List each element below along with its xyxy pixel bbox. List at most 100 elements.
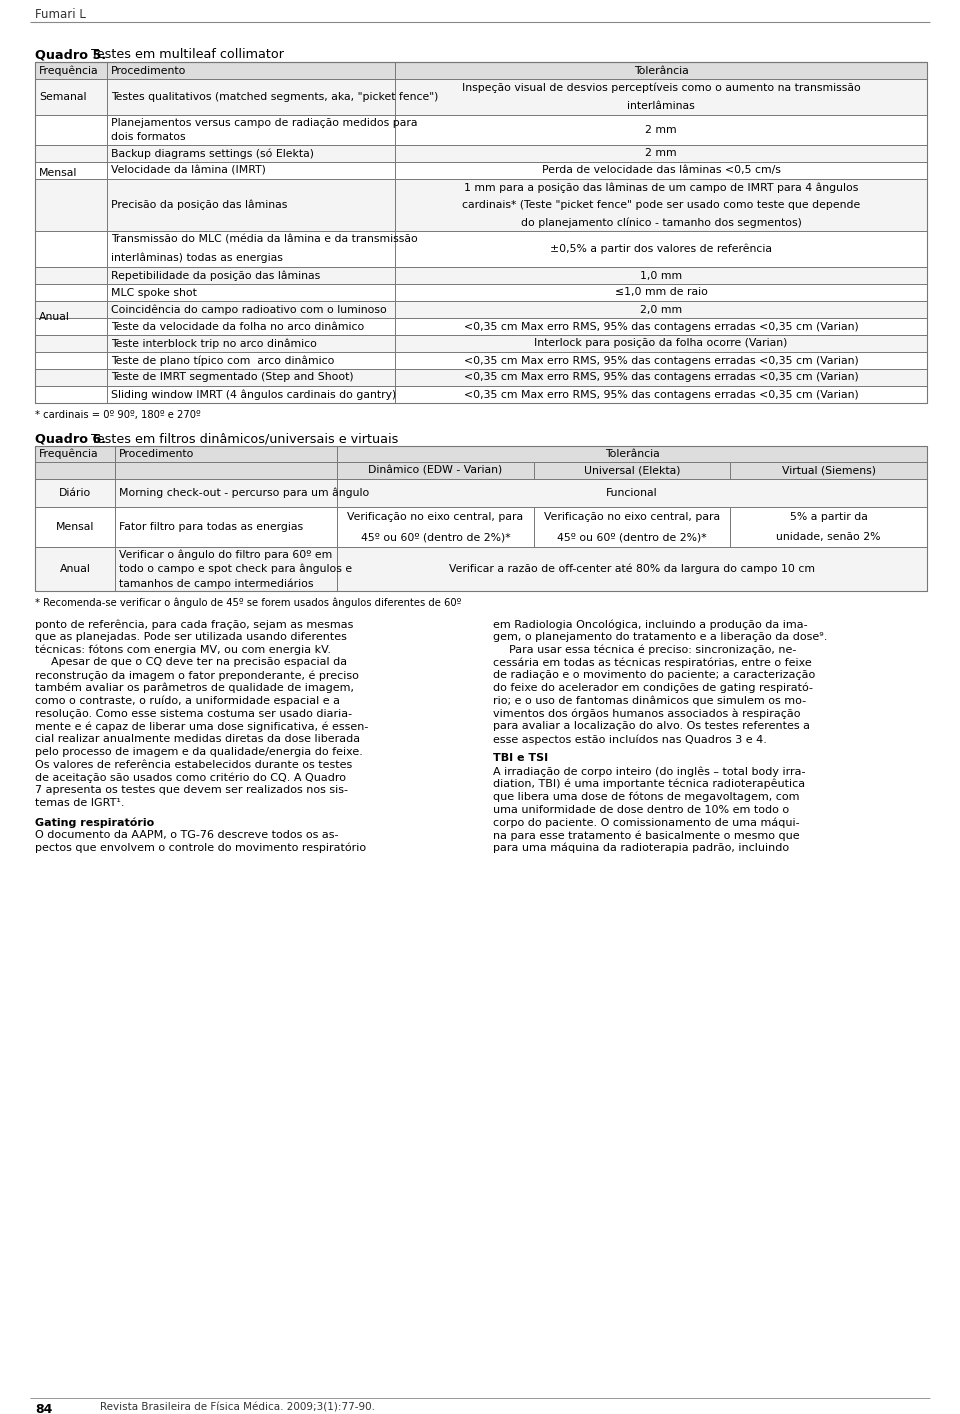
Text: Diário: Diário (59, 488, 91, 498)
Text: gem, o planejamento do tratamento e a liberação da dose⁹.: gem, o planejamento do tratamento e a li… (493, 632, 828, 642)
Text: para uma máquina da radioterapia padrão, incluindo: para uma máquina da radioterapia padrão,… (493, 843, 789, 854)
Text: também avaliar os parâmetros de qualidade de imagem,: também avaliar os parâmetros de qualidad… (35, 683, 354, 693)
Text: Tolerância: Tolerância (605, 450, 660, 460)
Text: Testes em filtros dinâmicos/universais e virtuais: Testes em filtros dinâmicos/universais e… (87, 433, 398, 445)
Text: que as planejadas. Pode ser utilizada usando diferentes: que as planejadas. Pode ser utilizada us… (35, 632, 347, 642)
Text: Os valores de referência estabelecidos durante os testes: Os valores de referência estabelecidos d… (35, 759, 352, 769)
Text: mente e é capaz de liberar uma dose significativa, é essen-: mente e é capaz de liberar uma dose sign… (35, 721, 369, 732)
Text: unidade, senão 2%: unidade, senão 2% (777, 532, 881, 542)
Text: pelo processo de imagem e da qualidade/energia do feixe.: pelo processo de imagem e da qualidade/e… (35, 747, 363, 756)
Text: do planejamento clínico - tamanho dos segmentos): do planejamento clínico - tamanho dos se… (520, 218, 802, 228)
Text: para avaliar a localização do alvo. Os testes referentes a: para avaliar a localização do alvo. Os t… (493, 721, 810, 731)
Text: Semanal: Semanal (39, 92, 86, 102)
Text: esse aspectos estão incluídos nas Quadros 3 e 4.: esse aspectos estão incluídos nas Quadro… (493, 734, 767, 745)
Text: O documento da AAPM, o TG-76 descreve todos os as-: O documento da AAPM, o TG-76 descreve to… (35, 830, 339, 840)
Bar (35, 115, 927, 146)
Text: uma uniformidade de dose dentro de 10% em todo o: uma uniformidade de dose dentro de 10% e… (493, 805, 789, 814)
Text: ≤1,0 mm de raio: ≤1,0 mm de raio (614, 287, 708, 297)
Text: Procedimento: Procedimento (119, 450, 194, 460)
Text: cardinais* (Teste "picket fence" pode ser usado como teste que depende: cardinais* (Teste "picket fence" pode se… (462, 199, 860, 211)
Text: na para esse tratamento é basicalmente o mesmo que: na para esse tratamento é basicalmente o… (493, 830, 800, 841)
Text: Quadro 5.: Quadro 5. (35, 48, 107, 61)
Text: MLC spoke shot: MLC spoke shot (111, 287, 197, 297)
Bar (35, 230, 927, 267)
Text: Precisão da posição das lâminas: Precisão da posição das lâminas (111, 199, 287, 211)
Text: em Radiologia Oncológica, incluindo a produção da ima-: em Radiologia Oncológica, incluindo a pr… (493, 619, 807, 629)
Text: Mensal: Mensal (56, 522, 94, 532)
Text: A irradiação de corpo inteiro (do inglês – total body irra-: A irradiação de corpo inteiro (do inglês… (493, 766, 805, 776)
Text: Teste de plano típico com  arco dinâmico: Teste de plano típico com arco dinâmico (111, 355, 334, 366)
Text: temas de IGRT¹.: temas de IGRT¹. (35, 797, 125, 809)
Text: dois formatos: dois formatos (111, 133, 185, 143)
Text: 45º ou 60º (dentro de 2%)*: 45º ou 60º (dentro de 2%)* (361, 532, 510, 542)
Text: * cardinais = 0º 90º, 180º e 270º: * cardinais = 0º 90º, 180º e 270º (35, 410, 201, 420)
Text: Teste da velocidade da folha no arco dinâmico: Teste da velocidade da folha no arco din… (111, 321, 364, 331)
Text: Apesar de que o CQ deve ter na precisão espacial da: Apesar de que o CQ deve ter na precisão … (51, 658, 348, 667)
Text: cessária em todas as técnicas respiratórias, entre o feixe: cessária em todas as técnicas respiratór… (493, 658, 812, 667)
Bar (35, 79, 927, 115)
Text: resolução. Como esse sistema costuma ser usado diaria-: resolução. Como esse sistema costuma ser… (35, 708, 352, 718)
Text: Testes em multileaf collimator: Testes em multileaf collimator (87, 48, 284, 61)
Text: Verificar o ângulo do filtro para 60º em: Verificar o ângulo do filtro para 60º em (119, 549, 332, 560)
Text: Gating respiratório: Gating respiratório (35, 817, 155, 829)
Bar (35, 146, 927, 163)
Text: Sliding window IMRT (4 ângulos cardinais do gantry): Sliding window IMRT (4 ângulos cardinais… (111, 389, 396, 400)
Text: 5% a partir da: 5% a partir da (790, 512, 868, 522)
Text: pectos que envolvem o controle do movimento respiratório: pectos que envolvem o controle do movime… (35, 843, 366, 854)
Text: Inspeção visual de desvios perceptíveis como o aumento na transmissão: Inspeção visual de desvios perceptíveis … (462, 83, 860, 93)
Bar (35, 445, 927, 591)
Text: Verificação no eixo central, para: Verificação no eixo central, para (348, 512, 523, 522)
Text: Repetibilidade da posição das lâminas: Repetibilidade da posição das lâminas (111, 270, 321, 281)
Bar (35, 163, 927, 180)
Text: <0,35 cm Max erro RMS, 95% das contagens erradas <0,35 cm (Varian): <0,35 cm Max erro RMS, 95% das contagens… (464, 321, 858, 331)
Text: técnicas: fótons com energia MV, ou com energia kV.: técnicas: fótons com energia MV, ou com … (35, 645, 331, 655)
Text: 2 mm: 2 mm (645, 124, 677, 134)
Bar (35, 369, 927, 386)
Text: Mensal: Mensal (39, 168, 78, 178)
Text: 84: 84 (35, 1403, 53, 1414)
Text: Revista Brasileira de Física Médica. 2009;3(1):77-90.: Revista Brasileira de Física Médica. 200… (100, 1403, 375, 1413)
Text: Teste de IMRT segmentado (Step and Shoot): Teste de IMRT segmentado (Step and Shoot… (111, 372, 353, 383)
Text: 1,0 mm: 1,0 mm (640, 270, 682, 280)
Text: Frequência: Frequência (39, 448, 99, 460)
Text: TBI e TSI: TBI e TSI (493, 754, 548, 764)
Text: Para usar essa técnica é preciso: sincronização, ne-: Para usar essa técnica é preciso: sincro… (509, 645, 797, 655)
Text: Transmissão do MLC (média da lâmina e da transmissão: Transmissão do MLC (média da lâmina e da… (111, 235, 418, 245)
Text: Virtual (Siemens): Virtual (Siemens) (781, 465, 876, 475)
Text: cial realizar anualmente medidas diretas da dose liberada: cial realizar anualmente medidas diretas… (35, 734, 360, 744)
Text: Universal (Elekta): Universal (Elekta) (584, 465, 681, 475)
Text: <0,35 cm Max erro RMS, 95% das contagens erradas <0,35 cm (Varian): <0,35 cm Max erro RMS, 95% das contagens… (464, 355, 858, 365)
Text: Dinâmico (EDW - Varian): Dinâmico (EDW - Varian) (369, 465, 502, 475)
Text: 45º ou 60º (dentro de 2%)*: 45º ou 60º (dentro de 2%)* (557, 532, 707, 542)
Text: Anual: Anual (60, 564, 90, 574)
Text: Fator filtro para todas as energias: Fator filtro para todas as energias (119, 522, 303, 532)
Text: 1 mm para a posição das lâminas de um campo de IMRT para 4 ângulos: 1 mm para a posição das lâminas de um ca… (464, 182, 858, 192)
Text: Planejamentos versus campo de radiação medidos para: Planejamentos versus campo de radiação m… (111, 117, 418, 127)
Text: interlâminas) todas as energias: interlâminas) todas as energias (111, 253, 283, 263)
Text: Fumari L: Fumari L (35, 8, 85, 21)
Bar (35, 62, 927, 79)
Text: ±0,5% a partir dos valores de referência: ±0,5% a partir dos valores de referência (550, 243, 772, 255)
Text: que libera uma dose de fótons de megavoltagem, com: que libera uma dose de fótons de megavol… (493, 792, 800, 802)
Bar (35, 462, 927, 479)
Text: 2,0 mm: 2,0 mm (640, 304, 682, 314)
Bar (35, 284, 927, 301)
Text: todo o campo e spot check para ângulos e: todo o campo e spot check para ângulos e (119, 564, 352, 574)
Text: Frequência: Frequência (39, 65, 99, 76)
Text: Tolerância: Tolerância (634, 66, 688, 76)
Text: Procedimento: Procedimento (111, 66, 186, 76)
Text: Anual: Anual (39, 312, 70, 322)
Text: <0,35 cm Max erro RMS, 95% das contagens erradas <0,35 cm (Varian): <0,35 cm Max erro RMS, 95% das contagens… (464, 389, 858, 400)
Text: Backup diagrams settings (só Elekta): Backup diagrams settings (só Elekta) (111, 148, 314, 158)
Text: Perda de velocidade das lâminas <0,5 cm/s: Perda de velocidade das lâminas <0,5 cm/… (541, 165, 780, 175)
Text: Velocidade da lâmina (IMRT): Velocidade da lâmina (IMRT) (111, 165, 266, 175)
Bar (35, 445, 927, 462)
Text: * Recomenda-se verificar o ângulo de 45º se forem usados ângulos diferentes de 6: * Recomenda-se verificar o ângulo de 45º… (35, 597, 462, 608)
Text: <0,35 cm Max erro RMS, 95% das contagens erradas <0,35 cm (Varian): <0,35 cm Max erro RMS, 95% das contagens… (464, 372, 858, 383)
Bar (35, 301, 927, 318)
Bar (35, 386, 927, 403)
Text: Quadro 6.: Quadro 6. (35, 433, 106, 445)
Text: tamanhos de campo intermediários: tamanhos de campo intermediários (119, 578, 314, 588)
Text: Coincidência do campo radioativo com o luminoso: Coincidência do campo radioativo com o l… (111, 304, 387, 315)
Text: como o contraste, o ruído, a uniformidade espacial e a: como o contraste, o ruído, a uniformidad… (35, 696, 340, 707)
